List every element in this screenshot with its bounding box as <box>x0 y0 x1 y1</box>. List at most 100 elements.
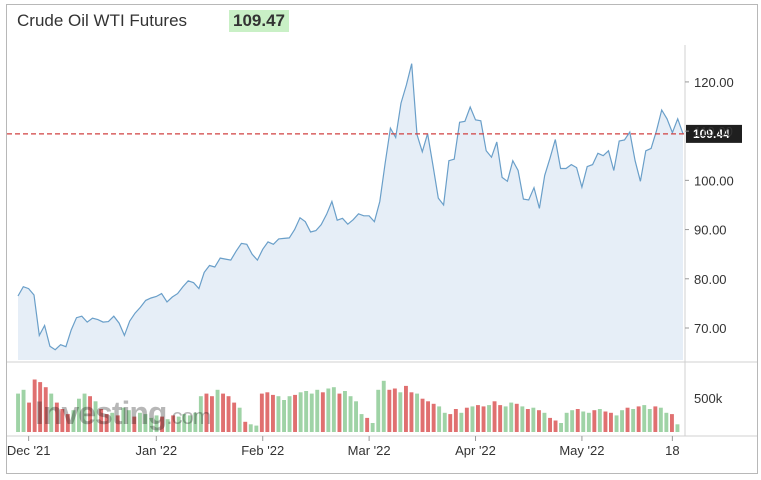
x-tick-label: Apr '22 <box>455 443 496 458</box>
volume-bar <box>658 407 663 432</box>
volume-bar <box>293 394 297 432</box>
volume-bar <box>404 385 408 432</box>
volume-bar <box>65 414 70 432</box>
volume-bar <box>470 406 475 432</box>
volume-bar <box>71 410 76 432</box>
volume-bar <box>271 394 275 432</box>
volume-bar <box>38 382 43 432</box>
volume-bar <box>597 409 602 432</box>
volume-bar <box>27 402 31 432</box>
volume-bar <box>215 389 220 432</box>
x-tick-label: Mar '22 <box>348 443 391 458</box>
watermark-brand: Investing <box>35 395 167 431</box>
volume-tick-label: 500k <box>694 391 723 406</box>
volume-bar <box>143 414 148 432</box>
volume-bar <box>304 391 309 432</box>
volume-bar <box>348 396 353 432</box>
y-tick-label: 80.00 <box>694 272 727 287</box>
volume-bar <box>531 407 536 432</box>
volume-bar <box>226 396 231 432</box>
volume-bar <box>553 420 558 432</box>
volume-bar <box>193 412 198 432</box>
x-tick-label: Jan '22 <box>136 443 178 458</box>
volume-bar <box>520 406 525 432</box>
volume-bar <box>459 412 464 432</box>
volume-bar <box>282 400 286 432</box>
volume-bar <box>354 401 358 432</box>
volume-bar <box>647 409 652 432</box>
volume-bar <box>204 393 209 432</box>
volume-bar <box>126 410 131 432</box>
volume-bar <box>642 405 647 432</box>
volume-bar <box>132 416 137 432</box>
axis-layer: 109.44 70.00 80.00 90.00 100.00 110.00 120.00 5… <box>7 45 757 458</box>
volume-bar <box>237 407 242 432</box>
volume-bar <box>415 393 419 432</box>
volume-bar <box>259 393 264 432</box>
volume-bar <box>221 393 225 432</box>
price-chart[interactable]: 109.44 70.00 80.00 90.00 100.00 110.00 120.00 5… <box>7 5 757 473</box>
volume-bar <box>77 398 81 432</box>
volume-bar <box>21 389 26 432</box>
last-price-label-bg <box>686 124 742 143</box>
price-area-fill <box>18 63 683 360</box>
volume-bar <box>509 402 514 432</box>
current-price-badge: 109.47 <box>229 10 289 32</box>
volume-bar <box>365 417 370 432</box>
y-tick-label: 120.00 <box>694 75 734 90</box>
volume-bar <box>398 392 403 432</box>
volume-bar <box>464 407 469 432</box>
volume-bar <box>437 406 442 432</box>
volume-bar <box>525 409 530 432</box>
volume-bar <box>620 410 624 432</box>
volume-bar <box>331 387 336 432</box>
volume-bar <box>514 403 519 432</box>
volume-bar <box>243 421 248 432</box>
volume-bar <box>586 412 591 432</box>
y-tick-label: 110.00 <box>694 124 733 139</box>
volume-bar <box>492 401 497 432</box>
volume-bar <box>16 393 20 432</box>
y-tick-label: 90.00 <box>694 223 727 238</box>
volume-bar <box>254 425 259 432</box>
volume-bar <box>453 409 458 432</box>
volume-bar <box>625 407 630 432</box>
volume-bar <box>60 409 65 432</box>
volume-bar <box>559 423 563 432</box>
volume-bar <box>110 412 115 432</box>
volume-bar <box>171 415 176 432</box>
volume-bar <box>32 379 37 432</box>
volume-bar <box>409 392 414 432</box>
volume-bar <box>664 412 669 432</box>
volume-bar <box>431 403 436 432</box>
volume-bar <box>315 389 320 432</box>
volume-bar <box>160 416 164 432</box>
volume-bar <box>570 410 575 432</box>
last-price-label: 109.44 <box>693 127 730 141</box>
volume-bar <box>88 396 92 432</box>
volume-bar <box>359 414 364 432</box>
volume-bar <box>198 396 203 432</box>
chart-frame: Crude Oil WTI Futures 109.47 109.44 70.00… <box>6 4 758 474</box>
volume-bar <box>609 412 613 432</box>
volume-bar <box>176 416 181 432</box>
volume-bar <box>426 401 430 432</box>
volume-bar <box>542 412 547 432</box>
volume-bar <box>115 415 120 432</box>
volume-bar <box>631 409 636 432</box>
volume-bar <box>614 415 619 432</box>
volume-bar <box>326 388 331 432</box>
price-area-layer <box>7 63 685 360</box>
volume-bar <box>387 389 392 432</box>
volume-bar <box>581 411 586 432</box>
volume-bar <box>82 393 87 432</box>
volume-layer <box>16 379 680 432</box>
volume-bar <box>121 407 126 432</box>
volume-bar <box>154 415 159 432</box>
volume-bar <box>481 406 486 432</box>
volume-bar <box>575 409 580 432</box>
volume-bar <box>309 393 314 432</box>
volume-bar <box>503 406 508 432</box>
y-tick-label: 100.00 <box>694 173 734 188</box>
volume-bar <box>670 414 674 432</box>
